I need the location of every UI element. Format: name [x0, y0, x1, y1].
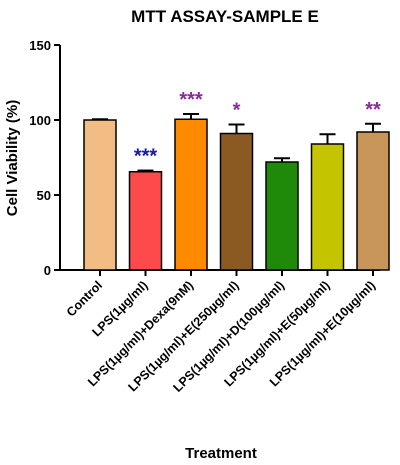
- y-tick-label: 150: [29, 38, 51, 53]
- significance-label: ***: [134, 146, 158, 168]
- significance-label: *: [233, 100, 241, 122]
- y-tick-label: 50: [37, 188, 51, 203]
- y-tick-label: 100: [29, 113, 51, 128]
- x-tick-label: Control: [64, 278, 105, 319]
- y-axis-title: Cell Viability (%): [4, 100, 21, 216]
- bar: [310, 143, 345, 271]
- bar: [128, 171, 163, 271]
- bar: [174, 118, 208, 271]
- x-axis-title: Treatment: [185, 445, 257, 462]
- chart-title: MTT ASSAY-SAMPLE E: [131, 7, 319, 26]
- bar: [265, 161, 299, 271]
- bar: [219, 132, 254, 271]
- significance-label: ***: [179, 89, 203, 111]
- bar: [356, 131, 390, 271]
- significance-label: **: [365, 99, 381, 121]
- plot-area: 050100150ControlLPS(1µg/ml)***LPS(1µg/ml…: [29, 38, 390, 395]
- bar: [83, 119, 117, 271]
- y-tick-label: 0: [44, 263, 51, 278]
